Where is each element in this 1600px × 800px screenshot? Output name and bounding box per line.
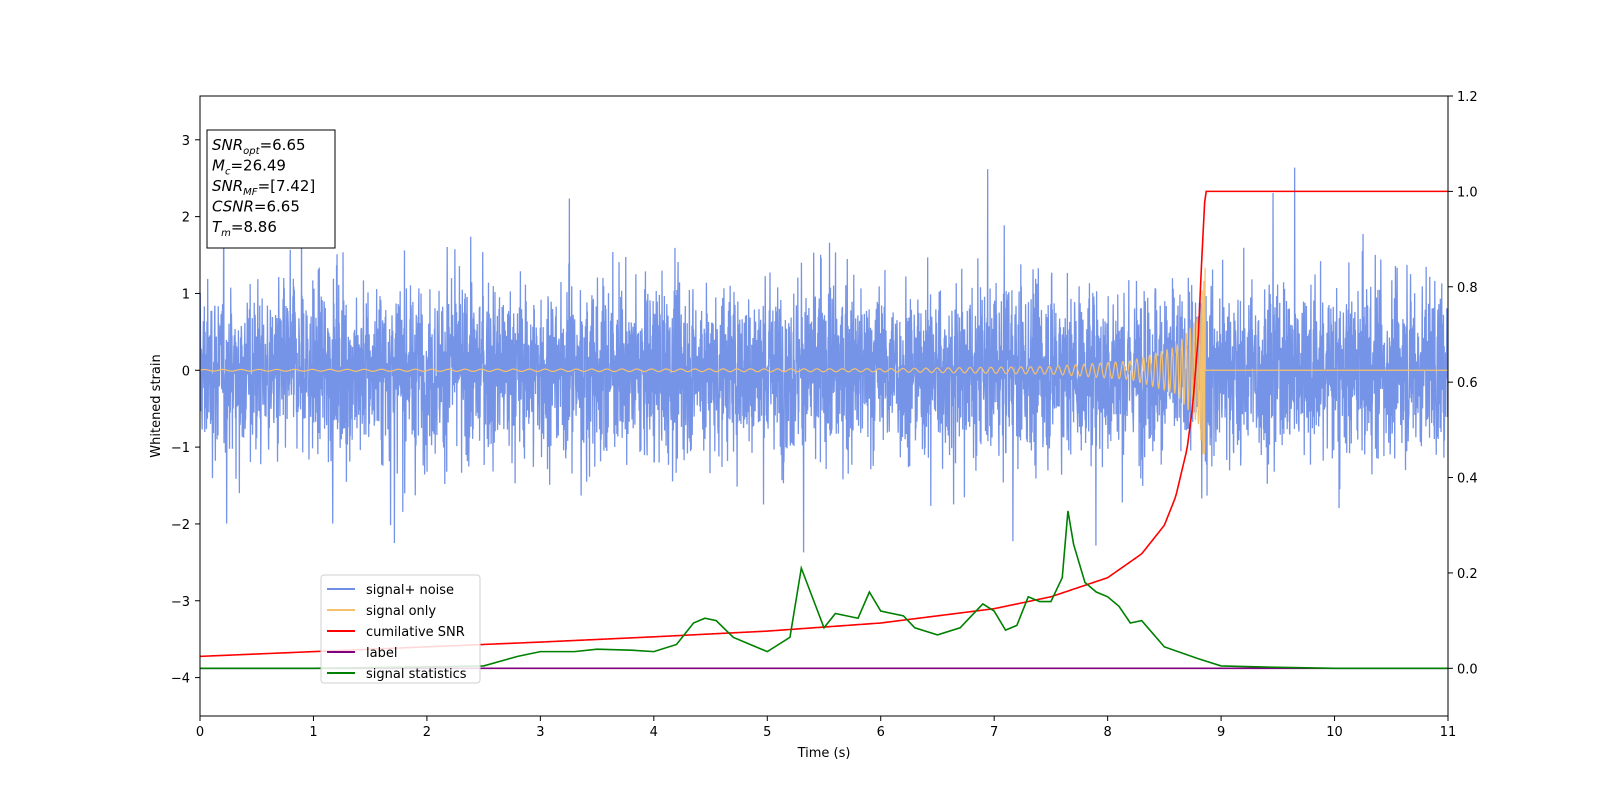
legend-item: signal statistics [327,667,467,682]
legend-label: label [366,646,397,661]
series-signal-noise [200,167,1448,553]
x-axis-label: Time (s) [797,746,851,761]
x-axis: 0 1 2 3 4 5 6 7 8 9 10 11 [196,716,1456,740]
annotation-line: SNRMF=[7.42] [212,177,315,198]
series-signal-only [200,267,1448,455]
y2-tick-label: 0.2 [1457,567,1478,582]
x-tick-label: 11 [1440,725,1457,740]
y-tick-label: 3 [182,134,190,149]
x-tick-label: 3 [536,725,544,740]
x-tick-label: 2 [423,725,431,740]
y-axis-label: Whitened strain [149,354,164,457]
annotation-line: Tm=8.86 [212,218,277,239]
signal-only-line [200,267,1448,455]
legend-label: signal+ noise [366,583,454,598]
y-tick-label: −1 [171,441,190,456]
x-tick-label: 9 [1217,725,1225,740]
x-tick-label: 1 [309,725,317,740]
x-tick-label: 4 [650,725,658,740]
legend-item: label [327,646,397,661]
y-tick-label: 0 [182,364,190,379]
y2-tick-label: 0.4 [1457,472,1478,487]
legend-item: cumilative SNR [327,625,465,640]
x-tick-label: 7 [990,725,998,740]
annotation-box: SNRopt=6.65Mc=26.49SNRMF=[7.42]CSNR=6.65… [206,129,336,249]
legend: signal+ noise signal only cumilative SNR la… [320,574,481,684]
x-tick-label: 0 [196,725,204,740]
x-tick-label: 10 [1326,725,1343,740]
signal-statistics-line [200,510,1448,670]
legend-label: signal statistics [366,667,467,682]
y-tick-label: −4 [171,672,190,687]
y-tick-label: −2 [171,518,190,533]
x-tick-label: 5 [763,725,771,740]
annotation-line: SNRopt=6.65 [212,136,306,157]
y-tick-label: 2 [182,211,190,226]
annotation-line: CSNR=6.65 [212,198,300,216]
y2-tick-label: 0.6 [1457,376,1478,391]
annotation-line: Mc=26.49 [212,157,286,178]
x-tick-label: 6 [877,725,885,740]
y-tick-label: 1 [182,287,190,302]
legend-label: cumilative SNR [366,625,465,640]
y2-tick-label: 0.0 [1457,662,1478,677]
y-axis-left: −4 −3 −2 −1 0 1 2 3 [171,134,200,687]
y2-tick-label: 1.2 [1457,90,1478,105]
signal-noise-line [200,167,1448,553]
y-tick-label: −3 [171,595,190,610]
y-axis-right: 0.0 0.2 0.4 0.6 0.8 1.0 1.2 [1448,90,1478,677]
x-tick-label: 8 [1103,725,1111,740]
plot-frame [199,95,1449,717]
y2-tick-label: 0.8 [1457,281,1478,296]
legend-item: signal only [327,604,436,619]
legend-item: signal+ noise [327,583,454,598]
legend-label: signal only [366,604,436,619]
y2-tick-label: 1.0 [1457,185,1478,200]
